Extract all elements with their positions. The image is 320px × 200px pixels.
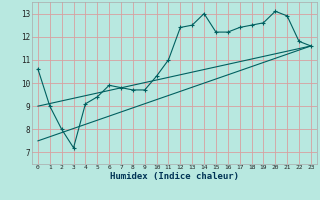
X-axis label: Humidex (Indice chaleur): Humidex (Indice chaleur) (110, 172, 239, 181)
